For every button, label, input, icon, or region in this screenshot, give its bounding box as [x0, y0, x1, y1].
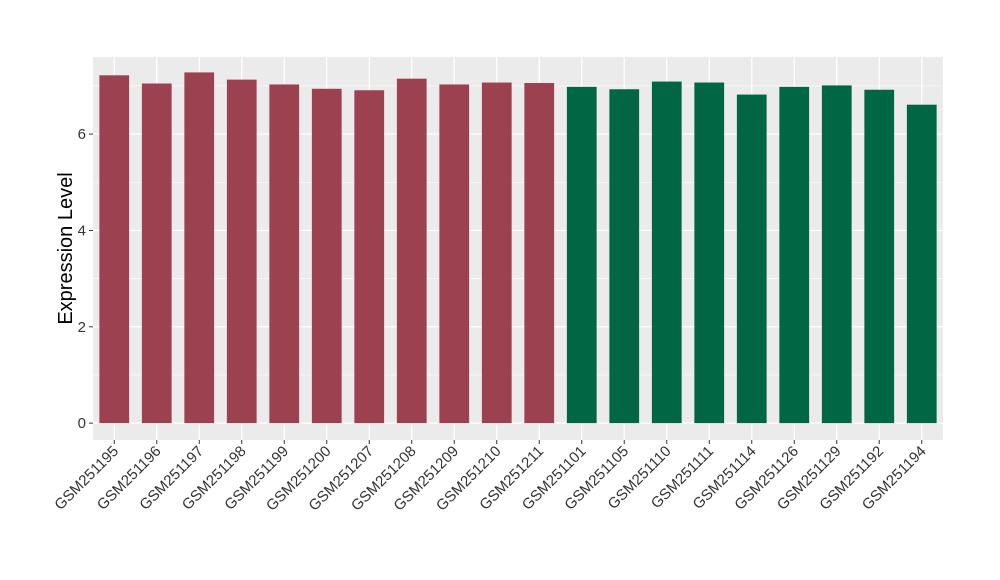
bar-GSM251195	[99, 75, 130, 424]
bar-GSM251209	[439, 84, 470, 424]
y-tick-label: 6	[78, 126, 86, 143]
bar-GSM251126	[779, 86, 810, 424]
y-tick-label: 4	[78, 222, 86, 239]
bar-GSM251197	[184, 72, 215, 424]
bars	[99, 72, 937, 424]
bar-GSM251101	[566, 86, 597, 424]
bar-GSM251192	[864, 89, 895, 424]
bar-GSM251105	[609, 89, 640, 424]
y-tick-label: 2	[78, 319, 86, 336]
y-tick-label: 0	[78, 415, 86, 432]
bar-GSM251114	[736, 94, 767, 424]
bar-GSM251194	[906, 104, 937, 424]
bar-GSM251110	[651, 81, 682, 424]
bar-GSM251129	[821, 85, 852, 424]
bar-GSM251210	[481, 82, 512, 424]
y-axis-title: Expression Level	[55, 172, 77, 324]
bar-GSM251111	[694, 82, 725, 424]
bar-GSM251200	[311, 88, 342, 424]
bar-GSM251196	[141, 83, 172, 424]
bar-GSM251199	[269, 84, 300, 424]
y-axis: 0 2 4 6	[78, 126, 93, 432]
bar-GSM251198	[226, 79, 257, 424]
bar-GSM251208	[396, 78, 427, 424]
bar-GSM251207	[354, 90, 385, 424]
bar-GSM251211	[524, 83, 555, 424]
plot-panel	[93, 57, 943, 440]
x-axis: GSM251195GSM251196GSM251197GSM251198GSM2…	[51, 440, 930, 514]
